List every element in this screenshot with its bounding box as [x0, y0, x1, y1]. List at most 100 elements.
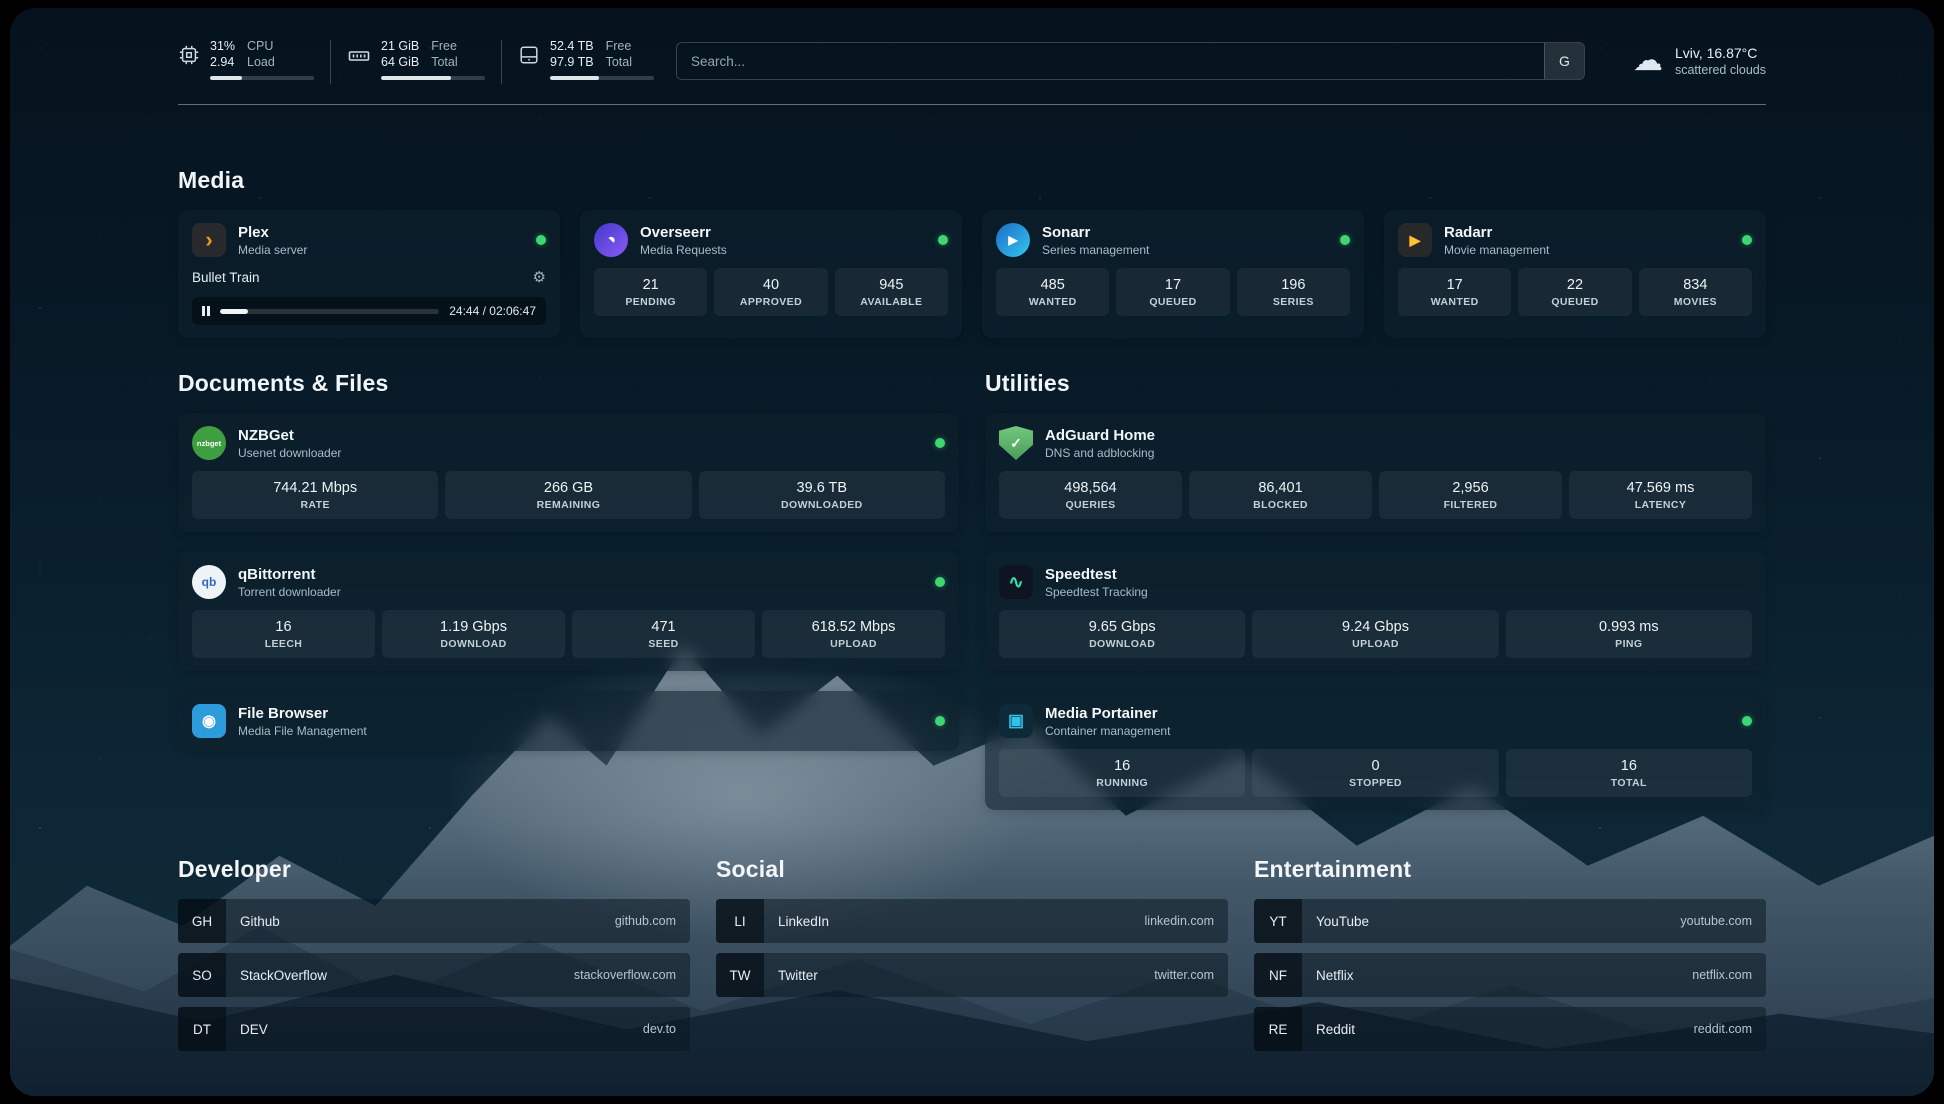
cpu-progress-bar — [210, 75, 314, 80]
service-card-sonarr[interactable]: ▶ Sonarr Series management 485 WANTED 17 Q… — [982, 210, 1364, 338]
section-heading-developer: Developer — [178, 856, 292, 882]
bookmark-name: Reddit — [1316, 1021, 1356, 1037]
service-card-overseerr[interactable]: ◐ Overseerr Media Requests 21 PENDING 40 A… — [580, 210, 962, 338]
service-title: Media Portainer — [1045, 704, 1158, 722]
section-utilities: Utilities ✓ AdGuard Home DNS and adblock… — [985, 370, 1766, 810]
stat-box: 22 QUEUED — [1518, 268, 1632, 316]
bookmark-youtube[interactable]: YT YouTube youtube.com — [1254, 899, 1766, 943]
cloud-icon: ☁ — [1632, 44, 1663, 77]
cpu-usage-value: 31% — [210, 39, 236, 53]
bookmark-abbr: RE — [1254, 1007, 1302, 1051]
top-bar: 31% 2.94 CPU Load — [178, 38, 1766, 84]
bookmark-url: netflix.com — [1692, 968, 1752, 982]
gear-icon[interactable]: ⚙ — [532, 269, 546, 286]
bookmark-abbr: GH — [178, 899, 226, 943]
bookmark-group-social: Social LI LinkedIn linkedin.com TW Twitt… — [716, 856, 1228, 1051]
section-heading-social: Social — [716, 856, 785, 882]
now-playing-title: Bullet Train — [192, 269, 260, 285]
bookmark-github[interactable]: GH Github github.com — [178, 899, 690, 943]
service-subtitle: Speedtest Tracking — [1045, 584, 1148, 599]
weather-condition: scattered clouds — [1674, 63, 1766, 77]
overseerr-icon: ◐ — [594, 223, 628, 257]
bookmark-stackoverflow[interactable]: SO StackOverflow stackoverflow.com — [178, 953, 690, 997]
status-dot-online — [935, 577, 945, 587]
stat-box: 1.19 Gbps DOWNLOAD — [382, 610, 565, 658]
service-card-filebrowser[interactable]: ◉ File Browser Media File Management — [178, 691, 959, 751]
bookmark-twitter[interactable]: TW Twitter twitter.com — [716, 953, 1228, 997]
bookmark-group-entertainment: Entertainment YT YouTube youtube.com NF … — [1254, 856, 1766, 1051]
status-dot-online — [935, 438, 945, 448]
section-heading-utilities: Utilities — [985, 370, 1070, 396]
disk-progress-bar — [550, 75, 654, 80]
topbar-separator — [178, 104, 1766, 105]
stat-box: 945 AVAILABLE — [834, 268, 948, 316]
disk-widget: 52.4 TB 97.9 TB Free Total — [518, 38, 654, 80]
service-title: Sonarr — [1042, 223, 1091, 241]
bookmark-name: Github — [240, 913, 280, 929]
service-subtitle: Media Requests — [640, 242, 727, 257]
service-card-portainer[interactable]: ▣ Media Portainer Container management 1… — [985, 691, 1766, 810]
pause-button[interactable] — [202, 306, 210, 316]
stat-box: 2,956 FILTERED — [1379, 471, 1562, 519]
status-dot-online — [1742, 716, 1752, 726]
service-title: Plex — [238, 223, 269, 241]
status-dot-online — [536, 235, 546, 245]
bookmark-abbr: SO — [178, 953, 226, 997]
stat-box: 0 STOPPED — [1252, 749, 1499, 797]
bookmark-abbr: YT — [1254, 899, 1302, 943]
plex-player-bar: 24:44 / 02:06:47 — [192, 297, 546, 325]
service-subtitle: Usenet downloader — [238, 445, 342, 460]
service-card-qbittorrent[interactable]: qb qBittorrent Torrent downloader 16 LEEC… — [178, 552, 959, 671]
filebrowser-icon: ◉ — [192, 704, 226, 738]
stat-box: 744.21 Mbps RATE — [192, 471, 439, 519]
stat-box: 485 WANTED — [996, 268, 1110, 316]
bookmark-linkedin[interactable]: LI LinkedIn linkedin.com — [716, 899, 1228, 943]
bookmark-url: reddit.com — [1693, 1022, 1752, 1036]
memory-progress-bar — [381, 75, 485, 80]
service-card-speedtest[interactable]: ∿ Speedtest Speedtest Tracking 9.65 Gbps… — [985, 552, 1766, 671]
service-card-plex[interactable]: › Plex Media server Bullet Train ⚙ — [178, 210, 560, 338]
sonarr-icon: ▶ — [996, 223, 1030, 257]
memory-total-value: 64 GiB — [381, 55, 420, 70]
stat-box: 471 SEED — [572, 610, 755, 658]
bookmark-name: Twitter — [778, 967, 818, 983]
bookmark-netflix[interactable]: NF Netflix netflix.com — [1254, 953, 1766, 997]
stat-box: 0.993 ms PING — [1505, 610, 1752, 658]
bookmark-abbr: LI — [716, 899, 764, 943]
search-provider-button[interactable]: G — [1543, 43, 1584, 79]
memory-icon — [348, 51, 370, 61]
status-dot-online — [1742, 235, 1752, 245]
service-card-nzbget[interactable]: nzbget NZBGet Usenet downloader 744.21 M… — [178, 413, 959, 532]
playback-progress-track — [219, 308, 440, 314]
bookmark-name: LinkedIn — [778, 913, 830, 929]
stat-box: 16 TOTAL — [1505, 749, 1752, 797]
section-documents: Documents & Files nzbget NZBGet Usenet d… — [178, 370, 959, 810]
service-subtitle: Media server — [238, 242, 308, 257]
section-heading-documents: Documents & Files — [178, 370, 389, 396]
section-heading-entertainment: Entertainment — [1254, 856, 1412, 882]
service-subtitle: Media File Management — [238, 723, 367, 738]
bookmark-reddit[interactable]: RE Reddit reddit.com — [1254, 1007, 1766, 1051]
service-subtitle: Series management — [1042, 242, 1150, 257]
bookmark-abbr: DT — [178, 1007, 226, 1051]
topbar-widget-divider — [501, 40, 502, 84]
weather-widget: ☁ Lviv, 16.87°C scattered clouds — [1633, 45, 1766, 77]
bookmark-url: youtube.com — [1680, 914, 1752, 928]
service-card-adguard[interactable]: ✓ AdGuard Home DNS and adblocking 498,56… — [985, 413, 1766, 532]
bookmark-name: StackOverflow — [240, 967, 328, 983]
bookmark-url: github.com — [614, 914, 676, 928]
bookmark-abbr: TW — [716, 953, 764, 997]
nzbget-icon: nzbget — [192, 426, 226, 460]
stat-box: 17 WANTED — [1398, 268, 1512, 316]
service-subtitle: DNS and adblocking — [1045, 445, 1155, 460]
disk-total-value: 97.9 TB — [550, 55, 594, 70]
search-input[interactable] — [676, 42, 1585, 80]
memory-label-bottom: Total — [431, 55, 458, 70]
bookmark-url: stackoverflow.com — [573, 968, 676, 982]
service-card-radarr[interactable]: ▶ Radarr Movie management 17 WANTED 22 QUE… — [1384, 210, 1766, 338]
service-subtitle: Container management — [1045, 723, 1171, 738]
cpu-label-bottom: Load — [247, 55, 275, 70]
cpu-chip-icon — [179, 45, 199, 65]
stat-box: 834 MOVIES — [1638, 268, 1752, 316]
bookmark-dev[interactable]: DT DEV dev.to — [178, 1007, 690, 1051]
